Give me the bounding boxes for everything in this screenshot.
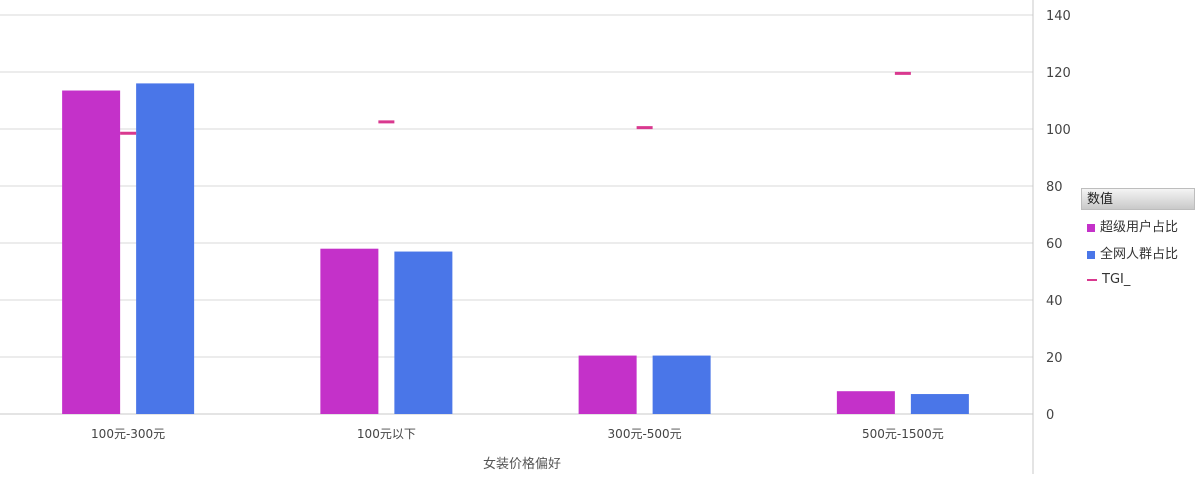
bar-all-network	[394, 251, 453, 414]
legend-label-all-network: 全网人群占比	[1100, 247, 1179, 262]
x-axis-title: 女装价格偏好	[483, 456, 561, 472]
x-tick-label: 300元-500元	[608, 427, 682, 441]
y-tick-label: 40	[1046, 294, 1063, 309]
legend-title: 数值	[1081, 188, 1195, 210]
y-tick-label: 140	[1046, 9, 1071, 24]
bar-super-user	[578, 355, 637, 414]
x-tick-label: 500元-1500元	[862, 427, 944, 441]
bar-all-network	[652, 355, 711, 414]
bar-all-network	[910, 394, 969, 414]
legend-swatch-tgi	[1087, 278, 1097, 281]
legend: 数值 超级用户占比 全网人群占比 TGI_	[1081, 188, 1195, 287]
x-tick-label: 100元-300元	[91, 427, 165, 441]
bar-super-user	[836, 391, 895, 414]
y-tick-label: 60	[1046, 237, 1063, 252]
axis-labels: 0 20 40 60 80 100 120 140 100元-300元 100元以下 300元-50…	[91, 9, 1071, 441]
chart-marks	[62, 71, 969, 415]
legend-label-super-user: 超级用户占比	[1100, 220, 1179, 235]
y-tick-label: 20	[1046, 351, 1063, 366]
bar-super-user	[62, 90, 121, 415]
y-tick-label: 100	[1046, 123, 1071, 138]
legend-label-tgi: TGI_	[1102, 272, 1131, 287]
bar-super-user	[320, 248, 379, 414]
legend-item-all-network: 全网人群占比	[1087, 243, 1178, 262]
y-tick-label: 0	[1046, 408, 1054, 423]
legend-item-tgi: TGI_	[1087, 272, 1130, 287]
x-tick-label: 100元以下	[357, 427, 416, 441]
legend-swatch-all-network	[1087, 250, 1095, 259]
legend-item-super-user: 超级用户占比	[1087, 216, 1178, 235]
legend-swatch-super-user	[1087, 223, 1095, 232]
y-tick-label: 80	[1046, 180, 1063, 195]
bar-all-network	[136, 83, 195, 415]
y-tick-label: 120	[1046, 66, 1071, 81]
